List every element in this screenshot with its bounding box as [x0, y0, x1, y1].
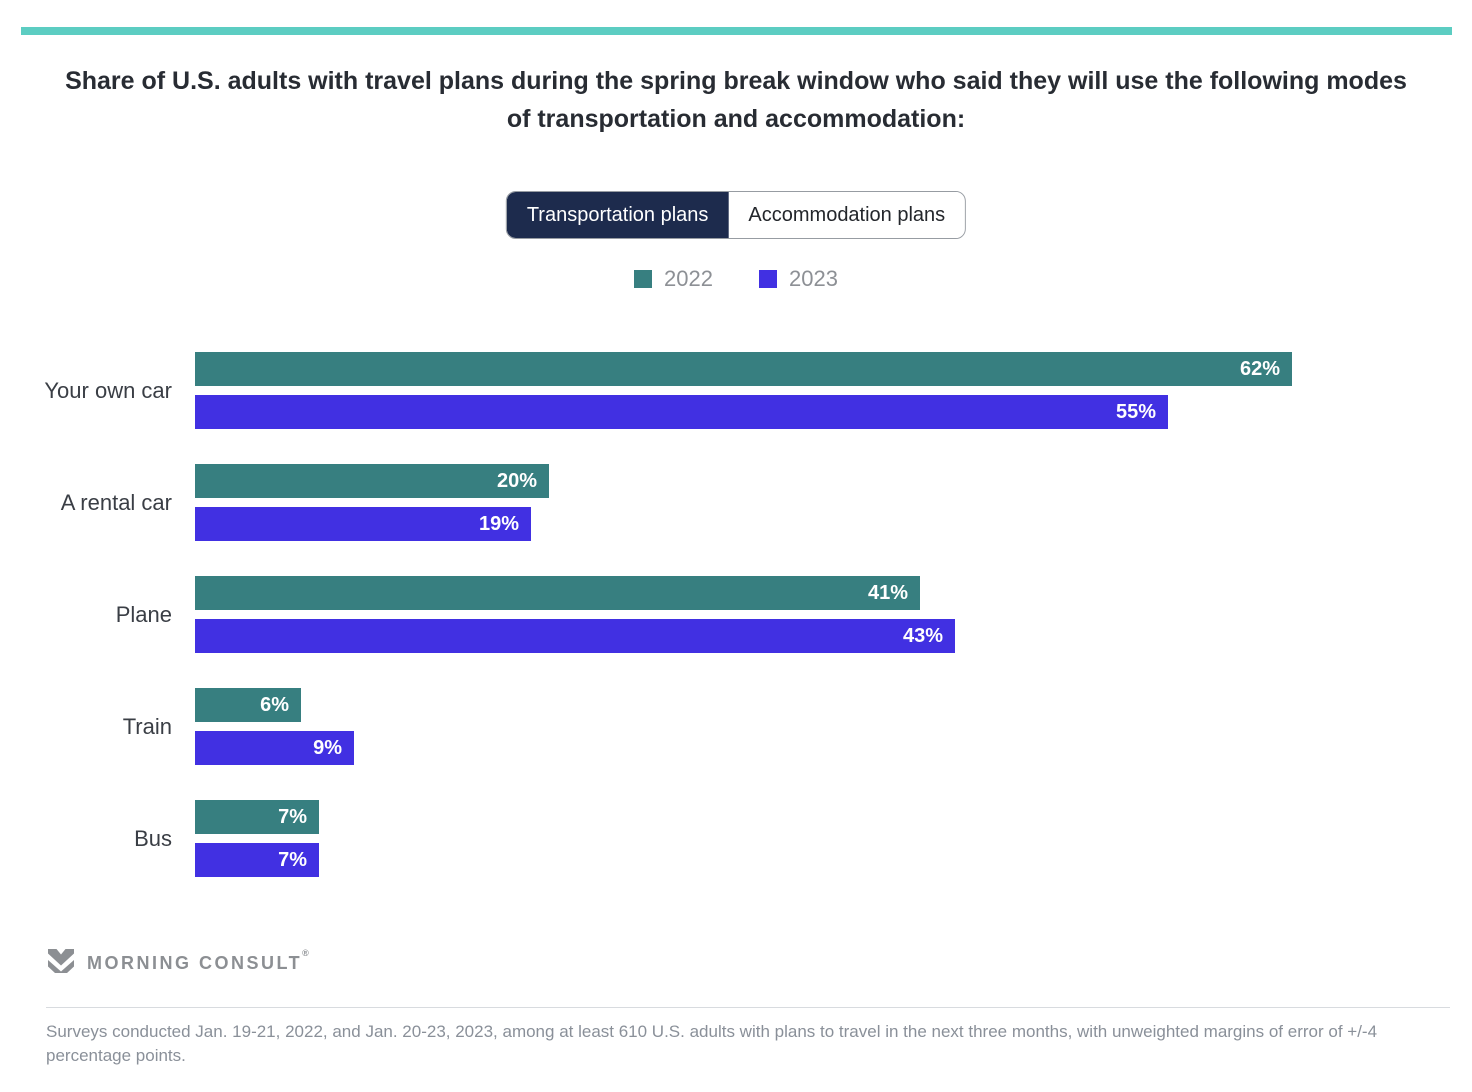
bar-value-label: 6%	[260, 693, 289, 716]
legend-label-2022: 2022	[664, 266, 713, 291]
bar-2022-train: 6%	[195, 688, 301, 722]
category-row-plane: Plane 41% 43%	[0, 576, 1292, 653]
bar-value-label: 43%	[902, 624, 943, 647]
bar-value-label: 20%	[496, 469, 537, 492]
category-row-a-rental-car: A rental car 20% 19%	[0, 464, 1292, 541]
page-title: Share of U.S. adults with travel plans d…	[65, 67, 1407, 133]
category-row-bus: Bus 7% 7%	[0, 800, 1292, 877]
legend-item-2022: 2022	[634, 266, 713, 292]
bar-value-label: 19%	[478, 512, 519, 535]
brand-logo: MORNING CONSULT®	[46, 946, 309, 976]
tab-accommodation-plans[interactable]: Accommodation plans	[728, 192, 966, 238]
category-label-plane: Plane	[115, 601, 172, 627]
category-row-train: Train 6% 9%	[0, 688, 1292, 765]
registered-trademark: ®	[302, 948, 309, 958]
category-label-bus: Bus	[134, 825, 172, 851]
bar-group-train: 6% 9%	[195, 688, 354, 765]
legend-swatch-2023	[759, 270, 777, 288]
footer-divider	[46, 1007, 1450, 1008]
bar-value-label: 7%	[278, 805, 307, 828]
bar-2022-bus: 7%	[195, 800, 319, 834]
bar-2022-your-own-car: 62%	[195, 352, 1292, 386]
chart-legend: 2022 2023	[0, 266, 1472, 292]
bar-2022-a-rental-car: 20%	[195, 464, 549, 498]
bar-group-plane: 41% 43%	[195, 576, 955, 653]
brand-wordmark: MORNING CONSULT®	[87, 948, 309, 973]
category-label-your-own-car: Your own car	[44, 377, 172, 403]
bar-value-label: 41%	[867, 581, 908, 604]
top-accent-bar	[21, 27, 1452, 35]
legend-item-2023: 2023	[759, 266, 838, 292]
legend-label-2023: 2023	[789, 266, 838, 291]
bar-value-label: 62%	[1239, 357, 1280, 380]
morning-consult-m-icon	[48, 949, 74, 973]
bar-group-your-own-car: 62% 55%	[195, 352, 1292, 429]
category-label-a-rental-car: A rental car	[60, 489, 172, 515]
bar-2023-plane: 43%	[195, 619, 955, 653]
bar-chart: Your own car 62% 55% A rental car 20% 19% Plan…	[0, 352, 1292, 912]
bar-value-label: 9%	[313, 736, 342, 759]
bar-2023-train: 9%	[195, 731, 354, 765]
bar-2022-plane: 41%	[195, 576, 920, 610]
bar-2023-your-own-car: 55%	[195, 395, 1168, 429]
bar-group-a-rental-car: 20% 19%	[195, 464, 549, 541]
bar-value-label: 55%	[1115, 400, 1156, 423]
plans-toggle: Transportation plans Accommodation plans	[505, 191, 967, 239]
tab-transportation-plans[interactable]: Transportation plans	[506, 192, 729, 238]
category-label-train: Train	[122, 713, 172, 739]
legend-swatch-2022	[634, 270, 653, 288]
bar-2023-a-rental-car: 19%	[195, 507, 531, 541]
bar-2023-bus: 7%	[195, 843, 319, 877]
bar-chart-rows: Your own car 62% 55% A rental car 20% 19% Plan…	[0, 352, 1292, 877]
bar-group-bus: 7% 7%	[195, 800, 319, 877]
bar-value-label: 7%	[278, 848, 307, 871]
survey-footnote: Surveys conducted Jan. 19-21, 2022, and …	[46, 1022, 1378, 1065]
category-row-your-own-car: Your own car 62% 55%	[0, 352, 1292, 429]
